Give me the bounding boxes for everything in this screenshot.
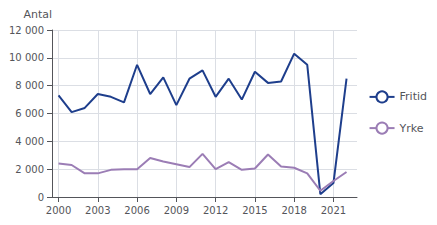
svg-text:Fritid: Fritid: [400, 90, 427, 103]
svg-text:6 000: 6 000: [15, 108, 44, 119]
svg-text:2015: 2015: [242, 205, 267, 216]
svg-text:2003: 2003: [85, 205, 110, 216]
svg-text:8 000: 8 000: [15, 80, 44, 91]
svg-text:0: 0: [38, 192, 44, 203]
svg-text:2006: 2006: [124, 205, 149, 216]
svg-text:2012: 2012: [203, 205, 228, 216]
svg-text:4 000: 4 000: [15, 136, 44, 147]
svg-text:12 000: 12 000: [9, 25, 44, 36]
svg-text:2000: 2000: [46, 205, 71, 216]
svg-text:10 000: 10 000: [9, 52, 44, 63]
svg-text:Antal: Antal: [23, 8, 52, 21]
svg-text:2021: 2021: [321, 205, 346, 216]
svg-text:Yrke: Yrke: [399, 122, 424, 135]
svg-text:2018: 2018: [281, 205, 306, 216]
svg-text:2 000: 2 000: [15, 164, 44, 175]
svg-text:2009: 2009: [164, 205, 189, 216]
